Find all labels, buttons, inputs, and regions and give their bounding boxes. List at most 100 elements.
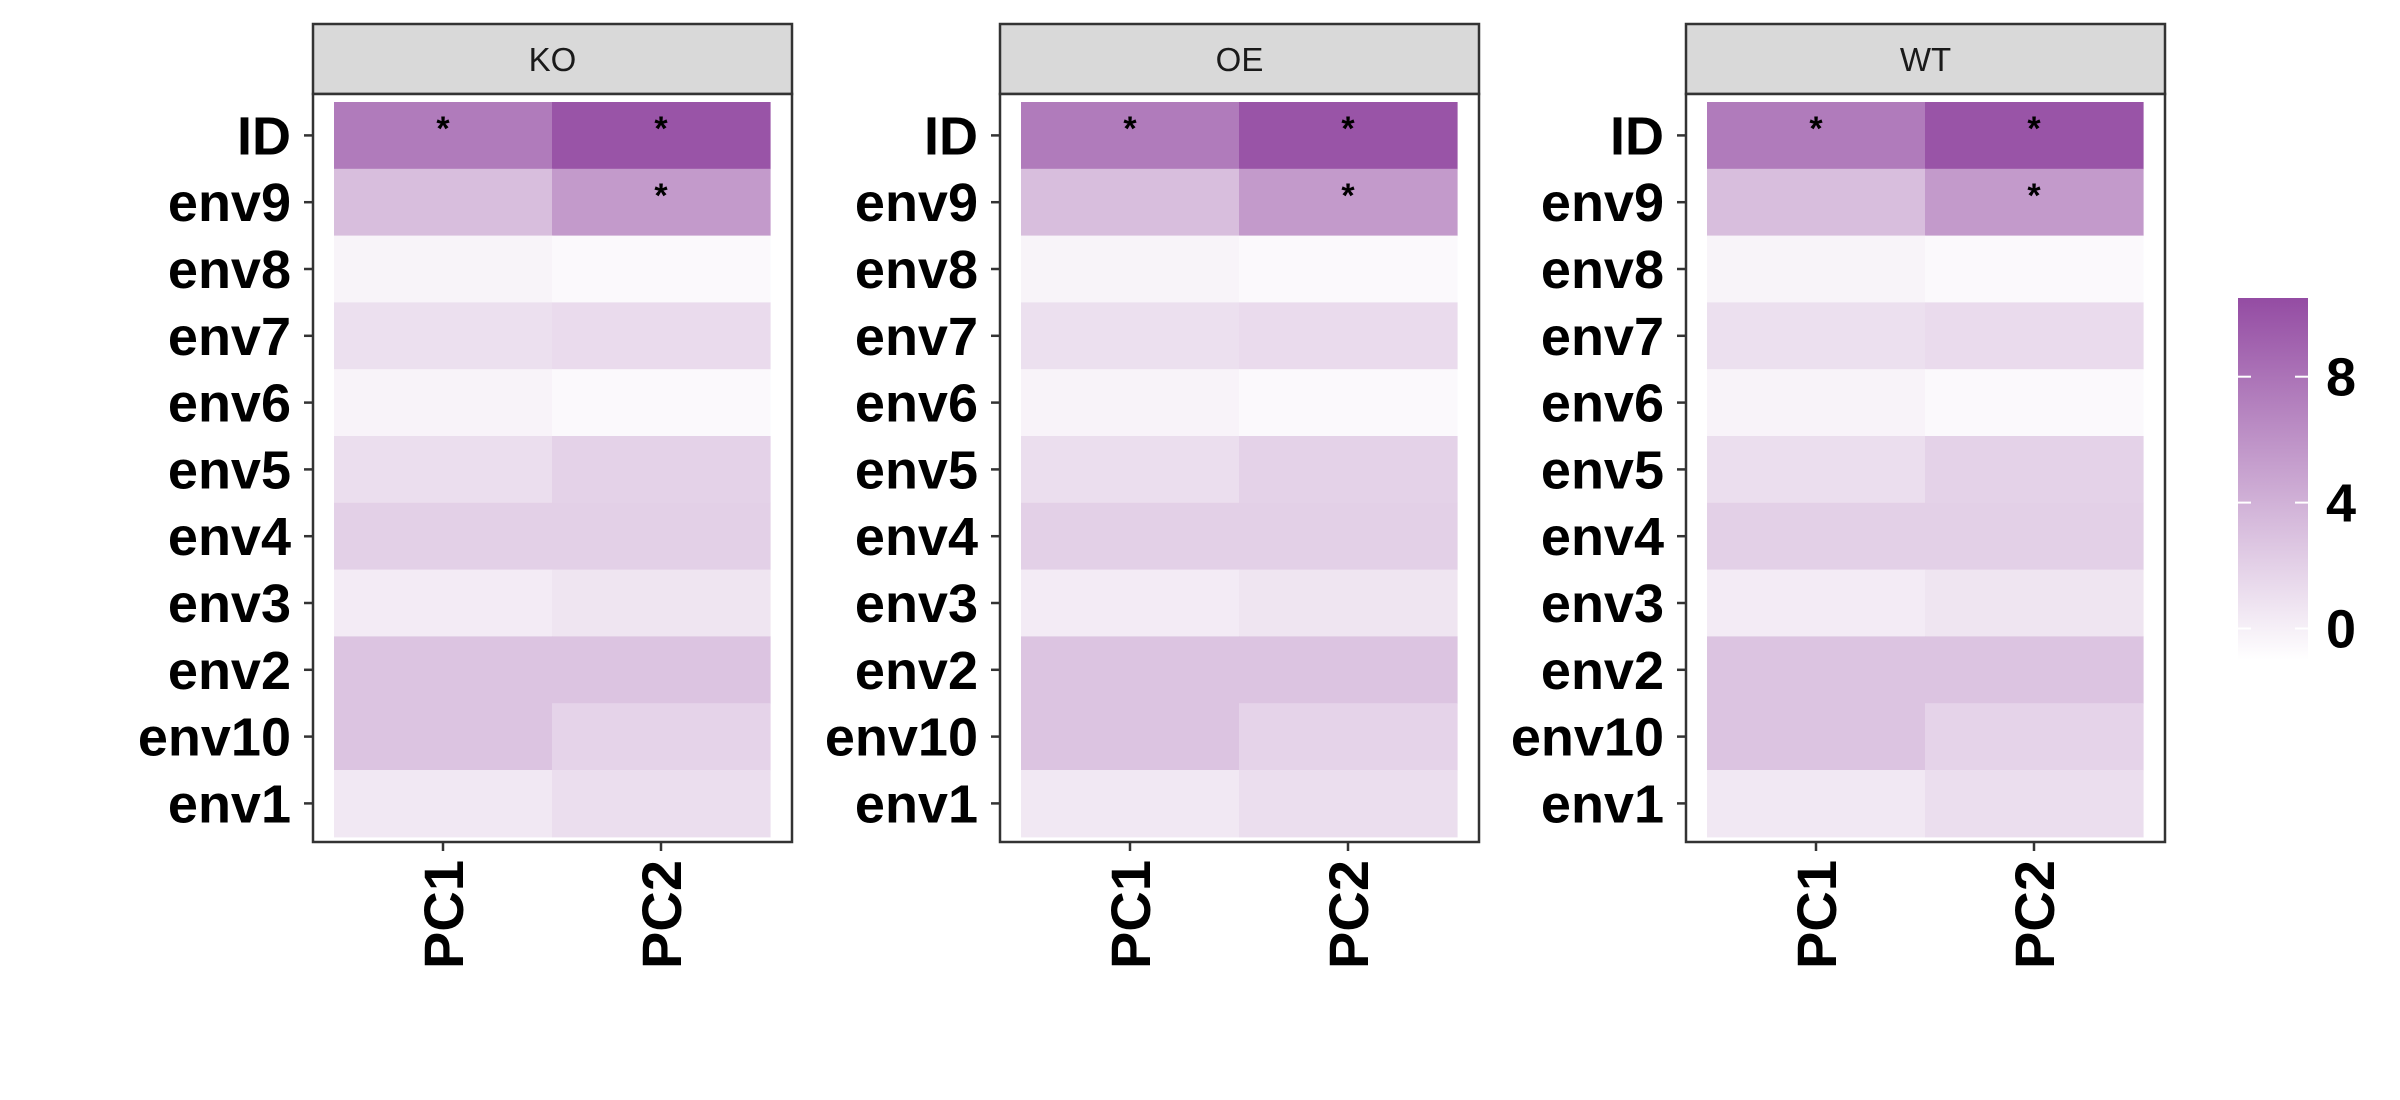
heatmap-tile-env4-pc1 bbox=[1707, 502, 1926, 571]
y-tick-label: env10 bbox=[138, 708, 291, 768]
y-tick-label: env6 bbox=[1541, 374, 1664, 434]
heatmap-tile-env5-pc2 bbox=[1925, 436, 2144, 504]
y-tick-label: env8 bbox=[168, 240, 291, 300]
panel-border bbox=[1684, 92, 2167, 844]
significance-marker: * bbox=[2027, 110, 2041, 148]
facet-strip-label: WT bbox=[1900, 41, 1951, 78]
facet-strip-label: KO bbox=[529, 41, 577, 78]
y-tick-label: env1 bbox=[855, 774, 978, 834]
legend-break-label: 8 bbox=[2326, 348, 2356, 408]
y-tick-label: ID bbox=[924, 106, 978, 166]
heatmap-tile-env10-pc2 bbox=[1925, 703, 2144, 771]
heatmap-tile-env10-pc1 bbox=[1021, 703, 1240, 771]
significance-marker: * bbox=[1123, 110, 1137, 148]
y-tick-label: env3 bbox=[168, 574, 291, 634]
heatmap-tile-env2-pc1 bbox=[1021, 636, 1240, 704]
heatmap-tile-env1-pc2 bbox=[552, 770, 771, 838]
heatmap-tile-env6-pc1 bbox=[1707, 369, 1926, 437]
heatmap-tile-env3-pc2 bbox=[1925, 569, 2144, 637]
x-tick-label: PC1 bbox=[412, 860, 475, 969]
heatmap-tile-env10-pc2 bbox=[1239, 703, 1458, 771]
y-tick-label: env9 bbox=[168, 173, 291, 233]
y-tick-label: env6 bbox=[855, 374, 978, 434]
y-tick-label: env1 bbox=[168, 774, 291, 834]
significance-marker: * bbox=[1341, 110, 1355, 148]
y-tick-label: env7 bbox=[855, 307, 978, 367]
y-tick-label: env9 bbox=[855, 173, 978, 233]
heatmap-tile-env4-pc2 bbox=[552, 502, 771, 571]
y-tick-label: env4 bbox=[1541, 507, 1664, 567]
heatmap-tile-env10-pc1 bbox=[334, 703, 553, 771]
heatmap-tile-env7-pc1 bbox=[1707, 302, 1926, 370]
heatmap-tile-env10-pc2 bbox=[552, 703, 771, 771]
heatmap-tile-env9-pc1 bbox=[1707, 168, 1926, 237]
x-tick-label: PC2 bbox=[1317, 860, 1380, 969]
heatmap-tile-env4-pc2 bbox=[1239, 502, 1458, 571]
heatmap-tile-env3-pc1 bbox=[1021, 569, 1240, 637]
heatmap-tile-env5-pc2 bbox=[1239, 436, 1458, 504]
heatmap-tile-env1-pc1 bbox=[334, 770, 553, 838]
y-tick-label: env5 bbox=[1541, 440, 1664, 500]
y-tick-label: env3 bbox=[855, 574, 978, 634]
y-tick-label: env5 bbox=[168, 440, 291, 500]
panel-border bbox=[998, 92, 1481, 844]
legend-break-label: 0 bbox=[2326, 600, 2356, 660]
heatmap-tile-env2-pc1 bbox=[334, 636, 553, 704]
heatmap-tile-env10-pc1 bbox=[1707, 703, 1926, 771]
heatmap-tile-env5-pc1 bbox=[334, 436, 553, 504]
heatmap-tile-env3-pc1 bbox=[1707, 569, 1926, 637]
y-tick-label: ID bbox=[237, 106, 291, 166]
heatmap-tile-env6-pc2 bbox=[1925, 369, 2144, 437]
facet-strip bbox=[1684, 22, 2167, 96]
y-tick-label: env7 bbox=[1541, 307, 1664, 367]
heatmap-tile-ID-pc2 bbox=[1925, 102, 2144, 170]
heatmap-tile-env7-pc2 bbox=[552, 302, 771, 370]
significance-marker: * bbox=[2027, 177, 2041, 215]
x-tick-label: PC2 bbox=[2003, 860, 2066, 969]
heatmap-tile-env8-pc2 bbox=[552, 235, 771, 303]
heatmap-tile-env7-pc2 bbox=[1925, 302, 2144, 370]
heatmap-tile-ID-pc1 bbox=[1021, 102, 1240, 170]
heatmap-tile-env1-pc1 bbox=[1707, 770, 1926, 838]
heatmap-tile-ID-pc2 bbox=[552, 102, 771, 170]
legend-colorbar bbox=[2238, 298, 2308, 660]
heatmap-tile-env2-pc2 bbox=[552, 636, 771, 704]
significance-marker: * bbox=[654, 110, 668, 148]
heatmap-tile-env9-pc2 bbox=[552, 168, 771, 237]
significance-marker: * bbox=[1809, 110, 1823, 148]
y-tick-label: env8 bbox=[855, 240, 978, 300]
y-tick-label: env7 bbox=[168, 307, 291, 367]
y-tick-label: env6 bbox=[168, 374, 291, 434]
x-tick-label: PC1 bbox=[1785, 860, 1848, 969]
y-tick-label: env2 bbox=[855, 641, 978, 701]
heatmap-tile-env9-pc1 bbox=[334, 168, 553, 237]
y-tick-label: ID bbox=[1610, 106, 1664, 166]
heatmap-tile-env1-pc2 bbox=[1239, 770, 1458, 838]
heatmap-tile-env8-pc1 bbox=[334, 235, 553, 303]
facet-strip bbox=[311, 22, 794, 96]
heatmap-tile-env7-pc1 bbox=[334, 302, 553, 370]
y-tick-label: env3 bbox=[1541, 574, 1664, 634]
heatmap-tile-env9-pc2 bbox=[1925, 168, 2144, 237]
heatmap-tile-env5-pc1 bbox=[1021, 436, 1240, 504]
y-tick-label: env2 bbox=[1541, 641, 1664, 701]
heatmap-tile-env6-pc1 bbox=[1021, 369, 1240, 437]
heatmap-tile-env9-pc2 bbox=[1239, 168, 1458, 237]
panel-border bbox=[311, 92, 794, 844]
heatmap-tile-env2-pc1 bbox=[1707, 636, 1926, 704]
y-tick-label: env10 bbox=[1511, 708, 1664, 768]
heatmap-tile-env2-pc2 bbox=[1925, 636, 2144, 704]
significance-marker: * bbox=[1341, 177, 1355, 215]
y-tick-label: env10 bbox=[825, 708, 978, 768]
color-legend: 0 4 8 bbox=[2238, 298, 2356, 660]
heatmap-tile-env3-pc2 bbox=[552, 569, 771, 637]
heatmap-tile-env8-pc1 bbox=[1021, 235, 1240, 303]
heatmap-tile-env5-pc1 bbox=[1707, 436, 1926, 504]
heatmap-tile-env1-pc1 bbox=[1021, 770, 1240, 838]
heatmap-tile-env8-pc1 bbox=[1707, 235, 1926, 303]
significance-marker: * bbox=[436, 110, 450, 148]
heatmap-tile-env7-pc2 bbox=[1239, 302, 1458, 370]
